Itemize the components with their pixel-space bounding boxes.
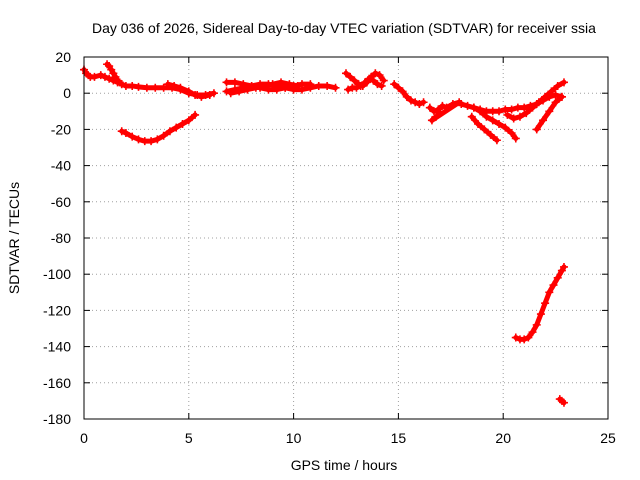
data-points — [80, 60, 568, 407]
series-evening-3 — [503, 78, 568, 123]
data-point — [205, 91, 214, 100]
data-point — [379, 76, 388, 85]
y-tick-label: -20 — [51, 121, 71, 137]
data-point — [331, 83, 340, 92]
axis-ticks: 0 5 10 15 20 25 20 0 -20 -40 -60 -80 -100 -120 -140 -16… — [43, 49, 616, 446]
y-tick-label: -80 — [51, 230, 71, 246]
series-noon-cluster-2 — [344, 74, 386, 94]
x-tick-label: 25 — [600, 430, 616, 446]
data-point — [559, 398, 568, 407]
data-point — [559, 262, 568, 271]
data-trace — [488, 132, 500, 143]
x-tick-label: 5 — [185, 430, 193, 446]
chart-title: Day 036 of 2026, Sidereal Day-to-day VTE… — [92, 20, 596, 36]
data-point — [377, 81, 386, 90]
y-tick-label: -180 — [43, 411, 71, 427]
data-point — [191, 110, 200, 119]
series-early-high — [80, 65, 126, 89]
data-point — [557, 92, 566, 101]
x-axis-title: GPS time / hours — [291, 457, 398, 473]
y-tick-label: -40 — [51, 158, 71, 174]
data-point — [559, 78, 568, 87]
series-evening-4 — [469, 103, 520, 143]
data-point — [511, 134, 520, 143]
y-tick-label: -120 — [43, 302, 71, 318]
y-tick-label: -140 — [43, 339, 71, 355]
series-scattered-16-18 — [425, 98, 464, 125]
x-tick-label: 0 — [80, 430, 88, 446]
data-point — [436, 109, 445, 118]
grid — [84, 57, 608, 419]
x-tick-label: 15 — [391, 430, 407, 446]
series-early-spike — [103, 60, 124, 87]
series-dip-low — [117, 110, 200, 146]
data-point — [419, 98, 428, 107]
data-point — [492, 136, 501, 145]
series-evening-5 — [532, 92, 566, 134]
y-tick-label: 0 — [63, 85, 71, 101]
series-outlier-bottom — [555, 395, 568, 407]
y-tick-label: -100 — [43, 266, 71, 282]
series-deep-descent — [511, 262, 568, 344]
y-tick-label: -160 — [43, 375, 71, 391]
data-point — [293, 81, 302, 90]
series-afternoon-drop — [390, 80, 428, 109]
y-tick-label: -60 — [51, 194, 71, 210]
data-trace — [553, 94, 565, 105]
y-tick-label: 20 — [55, 49, 71, 65]
x-tick-label: 10 — [286, 430, 302, 446]
x-tick-label: 20 — [495, 430, 511, 446]
y-axis-title: SDTVAR / TECUs — [6, 182, 22, 294]
series-evening-2 — [467, 112, 501, 145]
data-trace — [186, 112, 198, 123]
series-mid-band-3 — [226, 78, 302, 98]
series-main-baseline-2 — [163, 80, 214, 101]
data-point — [306, 80, 315, 89]
